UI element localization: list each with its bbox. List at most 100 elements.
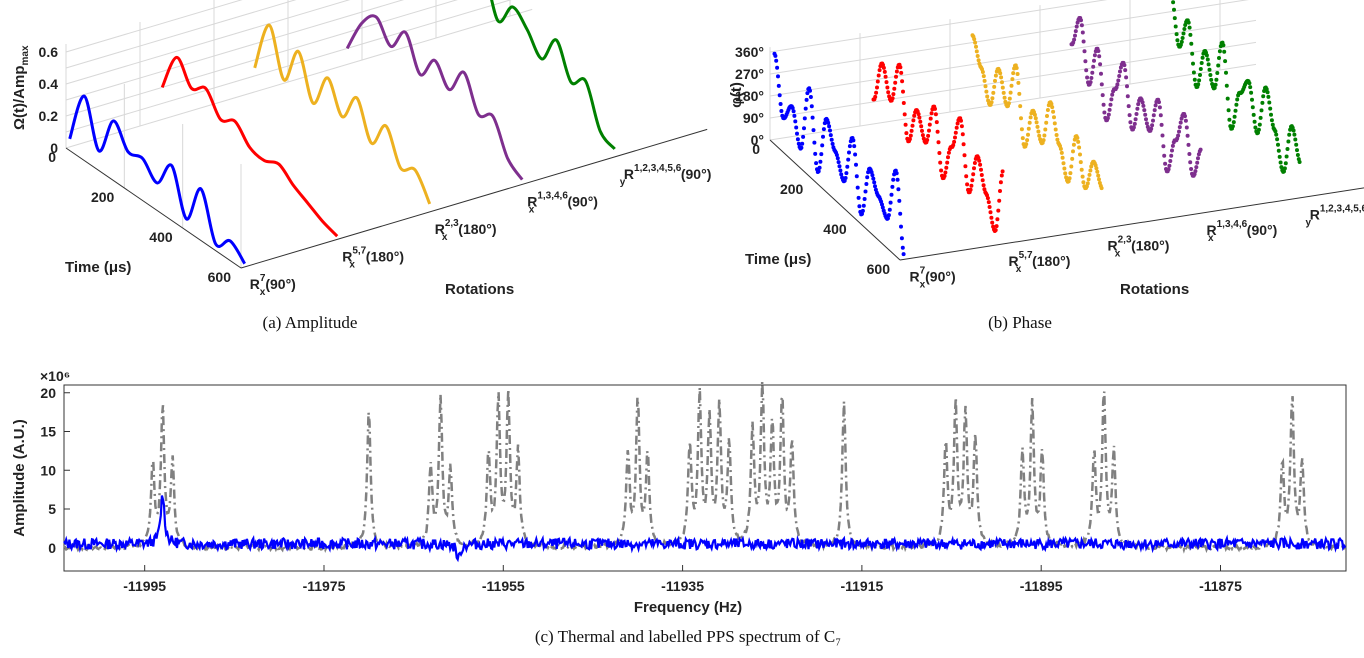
phase-point (1016, 80, 1021, 85)
phase-point (1196, 82, 1201, 87)
phase-point (828, 133, 833, 138)
phase-point (989, 100, 994, 105)
phase-point (1294, 142, 1299, 147)
phase-point (863, 189, 868, 194)
rotation-labels-a: R7 x(90°) R5,7 x(180°) R2,3 x(180°) R1,3,4,6 x(… (250, 163, 712, 298)
phase-point (959, 124, 964, 129)
phase-point (964, 174, 969, 179)
time-axis-a (65, 147, 242, 269)
rotation-label-b: R2,3 x(180°) (1108, 235, 1170, 260)
phase-point (1252, 119, 1257, 124)
phase-point (1217, 49, 1222, 54)
phase-point (901, 89, 905, 94)
phase-point (1006, 101, 1011, 106)
phase-point (1125, 84, 1129, 89)
phase-point (1200, 55, 1205, 60)
phase-point (1257, 122, 1262, 127)
phase-point (1224, 70, 1228, 75)
phase-point (1227, 117, 1232, 122)
phase-point (1107, 107, 1112, 112)
phase-point (901, 101, 906, 105)
rotations-label-a: Rotations (445, 281, 514, 298)
phase-point (1020, 136, 1025, 141)
panel-phase: 360° 270° 180° 90° 0° 0 200 400 600 R7 x(90°) R5,… (728, 0, 1364, 332)
phase-point (1172, 7, 1176, 12)
phase-point (1091, 64, 1096, 69)
ylabel-a: Ω(t)/Ampmax (11, 45, 31, 130)
phase-point (828, 128, 832, 133)
phase-point (861, 203, 866, 208)
phase-point (1247, 81, 1252, 86)
phase-point (1181, 31, 1186, 36)
phase-point (894, 69, 899, 74)
phase-point (979, 167, 983, 172)
caption-c: (c) Thermal and labelled PPS spectrum of… (535, 627, 841, 646)
phase-point (1062, 166, 1067, 171)
phase-point (1088, 80, 1093, 85)
phase-point (1078, 160, 1083, 165)
phase-point (992, 84, 997, 89)
phase-point (969, 183, 974, 188)
phase-point (1170, 143, 1175, 148)
phase-point (1233, 108, 1238, 113)
phase-point (916, 112, 921, 117)
phase-point (980, 178, 985, 183)
caption-a: (a) Amplitude (263, 313, 358, 332)
time-tick-label-b: 200 (780, 181, 804, 197)
phase-point (1069, 164, 1074, 169)
phase-point (1082, 49, 1087, 54)
phase-point (1222, 49, 1227, 54)
phase-point (938, 160, 943, 165)
y-tick-label-c: 20 (40, 385, 56, 401)
phase-point (1250, 105, 1255, 110)
y-tick-label-c: 0 (48, 540, 56, 556)
phase-point (1249, 90, 1254, 95)
phase-point (968, 187, 973, 192)
phase-point (1192, 77, 1197, 82)
phase-point (1007, 96, 1012, 101)
phase-point (936, 140, 941, 145)
phase-point (897, 198, 902, 203)
phase-point (1153, 103, 1158, 108)
grid-line-a (65, 0, 512, 133)
phase-point (1096, 173, 1101, 178)
phase-point (1269, 112, 1273, 117)
phase-point (1199, 61, 1204, 65)
phase-point (811, 128, 816, 133)
phase-point (935, 129, 940, 134)
phase-point (855, 185, 860, 190)
time-tick-label-a: 200 (91, 189, 115, 205)
phase-point (1128, 120, 1133, 125)
rotations-label-b: Rotations (1120, 281, 1189, 298)
phase-point (934, 120, 939, 125)
phase-point (1187, 25, 1192, 30)
phase-point (998, 189, 1002, 193)
phase-point (1175, 38, 1180, 43)
phase-point (865, 175, 870, 180)
phase-point (1044, 120, 1049, 125)
phase-point (899, 236, 904, 241)
phase-point (1096, 49, 1101, 53)
x-tick-label-c: -11995 (123, 578, 166, 594)
grid-line-a (65, 0, 243, 53)
phase-point (920, 133, 925, 138)
phase-point (1184, 125, 1189, 130)
phase-point (1270, 122, 1275, 127)
phase-point (1183, 114, 1187, 119)
phase-point (1053, 127, 1058, 132)
phase-point (820, 143, 825, 148)
phase-point (805, 91, 810, 96)
ticks-c: -11995 -11975 -11955 -11935 -11915 -11895 -118… (40, 385, 1242, 594)
phase-point (1143, 112, 1148, 117)
phase-point (1265, 90, 1270, 95)
phase-point (1172, 16, 1177, 21)
phase-point (954, 125, 959, 130)
phase-point (988, 210, 993, 215)
phase-point (1024, 142, 1029, 147)
phase-point (1286, 139, 1291, 144)
phase-point (844, 171, 849, 176)
phase-point (1092, 53, 1097, 58)
phase-point (1151, 113, 1156, 118)
phase-point (912, 113, 917, 118)
phase-point (1188, 32, 1193, 37)
